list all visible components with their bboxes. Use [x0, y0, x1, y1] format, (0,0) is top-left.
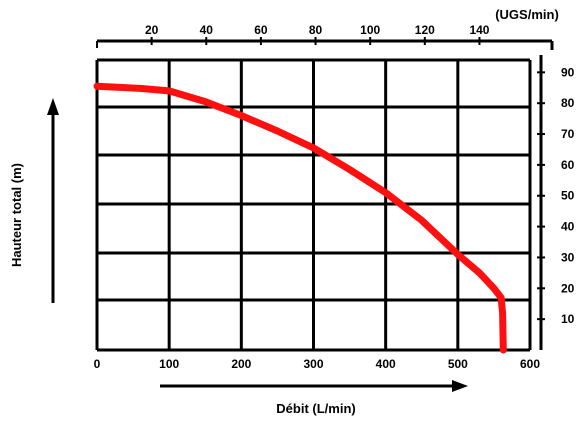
grid [95, 58, 532, 352]
y-axis-label: Hauteur total (m) [9, 163, 24, 267]
right-tick-label: 20 [561, 281, 575, 295]
top-tick-label: 100 [360, 23, 380, 37]
arrows [47, 98, 468, 392]
top-tick-label: 40 [200, 23, 214, 37]
right-tick-label: 80 [561, 96, 575, 110]
right-tick-label: 50 [561, 189, 575, 203]
x-arrow-head [452, 380, 468, 392]
top-tick-label: 140 [469, 23, 489, 37]
top-tick-label: 60 [254, 23, 268, 37]
x-tick-label: 600 [520, 357, 540, 371]
y-arrow-head [47, 98, 59, 115]
x-axis-label: Débit (L/min) [276, 401, 355, 416]
x-tick-label: 0 [94, 357, 101, 371]
x-tick-label: 400 [376, 357, 396, 371]
top-tick-label: 80 [309, 23, 323, 37]
right-tick-label: 30 [561, 250, 575, 264]
series-line [93, 82, 507, 354]
right-tick-label: 10 [561, 312, 575, 326]
x-tick-label: 100 [159, 357, 179, 371]
x-tick-label: 200 [231, 357, 251, 371]
right-tick-label: 60 [561, 158, 575, 172]
axes [96, 37, 554, 350]
labels: 20 40 60 80 100 120 140 (UGS/min) 10 20 30 40 50 60 70… [9, 7, 575, 416]
right-tick-label: 90 [561, 65, 575, 79]
x-tick-label: 300 [303, 357, 323, 371]
top-axis-unit: (UGS/min) [495, 7, 559, 22]
top-tick-label: 20 [145, 23, 159, 37]
curve-layer [93, 82, 507, 354]
right-tick-label: 70 [561, 127, 575, 141]
right-tick-label: 40 [561, 220, 575, 234]
x-tick-label: 500 [448, 357, 468, 371]
top-tick-label: 120 [415, 23, 435, 37]
